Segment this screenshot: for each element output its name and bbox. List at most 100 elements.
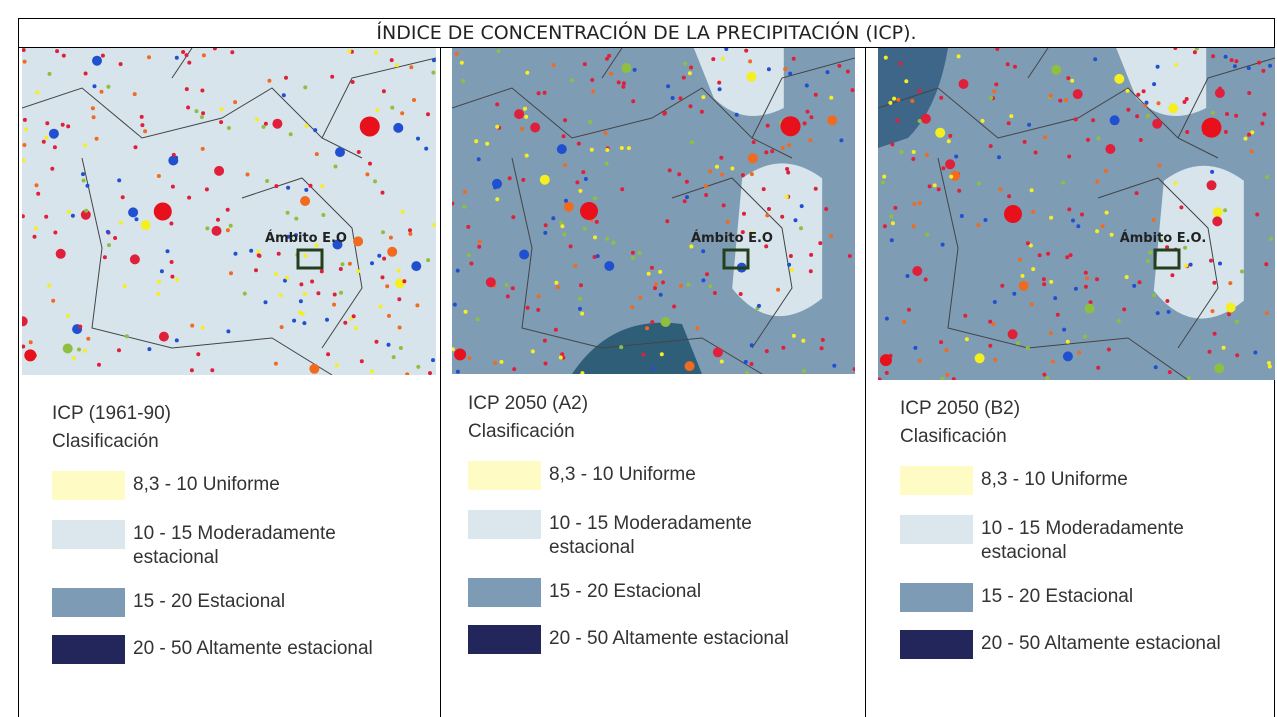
station-dot <box>631 255 635 260</box>
station-dot <box>1223 208 1228 213</box>
station-dot <box>983 218 988 222</box>
station-dot <box>400 209 405 214</box>
station-dot <box>338 267 343 271</box>
station-dot <box>1188 262 1193 267</box>
station-dot <box>304 187 309 192</box>
station-dot <box>568 244 573 249</box>
station-dot <box>829 234 834 239</box>
station-dot <box>708 169 713 174</box>
station-dot <box>995 48 1000 51</box>
station-dot-large <box>359 116 380 137</box>
station-dot <box>787 143 792 148</box>
station-dot <box>554 280 559 285</box>
legend-label: 20 - 50 Altamente estacional <box>981 633 1221 654</box>
station-dot <box>988 144 993 149</box>
station-dot <box>90 106 95 111</box>
station-dot <box>292 318 297 323</box>
station-dot <box>200 88 205 93</box>
station-dot <box>543 230 548 235</box>
station-dot <box>350 80 355 84</box>
station-dot <box>128 207 139 218</box>
station-dot <box>594 219 599 224</box>
map-zone <box>732 163 823 317</box>
station-dot <box>589 147 594 152</box>
station-dot <box>765 123 770 128</box>
station-dot <box>1125 88 1130 93</box>
station-dot <box>556 144 567 155</box>
station-dot <box>70 213 75 218</box>
station-dot <box>631 99 636 104</box>
station-dot <box>824 207 829 211</box>
station-dot <box>1165 299 1170 303</box>
station-dot <box>1135 114 1140 119</box>
station-dot <box>181 50 186 54</box>
station-dot <box>299 282 304 287</box>
station-dot <box>582 62 587 67</box>
station-dot <box>256 249 261 254</box>
station-dot <box>485 277 496 288</box>
station-dot <box>964 337 969 342</box>
station-dot <box>530 122 541 133</box>
station-dot <box>791 56 796 61</box>
station-dot <box>1153 365 1158 370</box>
station-dot <box>170 184 175 189</box>
station-dot <box>201 111 206 116</box>
station-dot <box>1211 54 1216 59</box>
station-dot <box>799 226 803 231</box>
station-dot <box>50 166 55 171</box>
station-dot <box>889 214 894 219</box>
station-dot <box>60 122 65 127</box>
station-dot <box>1194 48 1199 51</box>
station-dot <box>829 95 834 100</box>
station-dot <box>85 183 90 188</box>
station-dot <box>563 118 568 123</box>
station-dot <box>211 225 222 236</box>
station-dot <box>474 139 479 144</box>
station-dot <box>645 326 650 331</box>
station-dot <box>1073 286 1078 291</box>
map-label: Ámbito E.O <box>265 230 347 246</box>
station-dot <box>285 210 290 215</box>
station-dot <box>1267 364 1272 369</box>
station-dot <box>542 338 547 343</box>
station-dot <box>1167 370 1172 375</box>
station-dot <box>174 277 179 282</box>
station-dot <box>1206 180 1217 191</box>
station-dot <box>559 220 564 225</box>
station-dot <box>980 118 985 123</box>
station-dot <box>83 71 88 76</box>
station-dot <box>1049 215 1054 220</box>
map: Ámbito E.O <box>452 48 855 374</box>
station-dot <box>313 128 318 133</box>
station-dot <box>757 303 761 308</box>
station-dot <box>1067 154 1072 159</box>
station-dot <box>156 174 161 178</box>
station-dot <box>997 155 1001 160</box>
station-dot <box>426 258 431 263</box>
station-dot <box>41 139 46 144</box>
station-dot <box>105 229 110 234</box>
station-dot <box>230 50 235 55</box>
station-dot <box>332 292 337 297</box>
station-dot <box>666 84 671 89</box>
station-dot <box>373 179 377 184</box>
station-dot <box>133 145 138 150</box>
station-dot <box>767 207 771 211</box>
station-dot <box>55 49 60 54</box>
station-dot <box>495 124 500 129</box>
station-dot <box>452 302 457 307</box>
station-dot <box>119 220 123 225</box>
station-dot <box>653 286 657 291</box>
station-dot <box>776 287 781 292</box>
station-dot <box>1095 179 1100 184</box>
station-dot <box>852 367 855 372</box>
station-dot <box>325 317 329 322</box>
station-dot <box>684 179 689 184</box>
station-dot <box>1225 112 1229 116</box>
station-dot <box>106 84 111 89</box>
station-dot <box>1255 212 1260 217</box>
station-dot <box>808 138 813 143</box>
legend-label: 15 - 20 Estacional <box>981 586 1134 607</box>
station-dot <box>950 170 960 181</box>
station-dot <box>1027 122 1032 127</box>
